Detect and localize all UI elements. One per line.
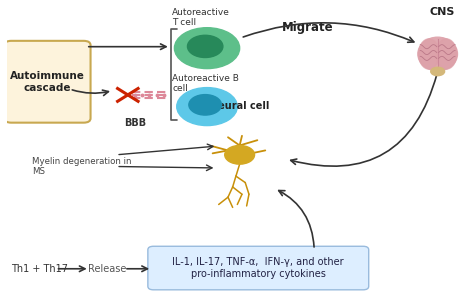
Text: Autoreactive B
cell: Autoreactive B cell [172,73,239,93]
Ellipse shape [418,37,457,71]
Text: Neural cell: Neural cell [210,101,269,111]
Text: Autoreactive
T cell: Autoreactive T cell [172,8,230,27]
Ellipse shape [436,39,456,69]
Text: Migrate: Migrate [282,21,333,34]
Ellipse shape [431,67,445,76]
Text: IL-1, IL-17, TNF-α,  IFN-γ, and other
pro-inflammatory cytokines: IL-1, IL-17, TNF-α, IFN-γ, and other pro… [173,257,344,279]
Circle shape [174,28,240,69]
Text: Th1 + Th17: Th1 + Th17 [11,264,68,274]
Text: Autoimmune
cascade: Autoimmune cascade [10,71,85,93]
Circle shape [225,145,255,164]
FancyBboxPatch shape [4,41,91,123]
Text: Release: Release [88,264,126,274]
FancyBboxPatch shape [148,246,369,290]
Circle shape [177,88,237,126]
Ellipse shape [419,39,439,69]
Text: Myelin degeneration in
MS: Myelin degeneration in MS [32,157,132,176]
Text: CNS: CNS [429,6,455,17]
Circle shape [187,35,223,58]
Text: BBB: BBB [124,118,146,128]
Circle shape [189,95,221,115]
